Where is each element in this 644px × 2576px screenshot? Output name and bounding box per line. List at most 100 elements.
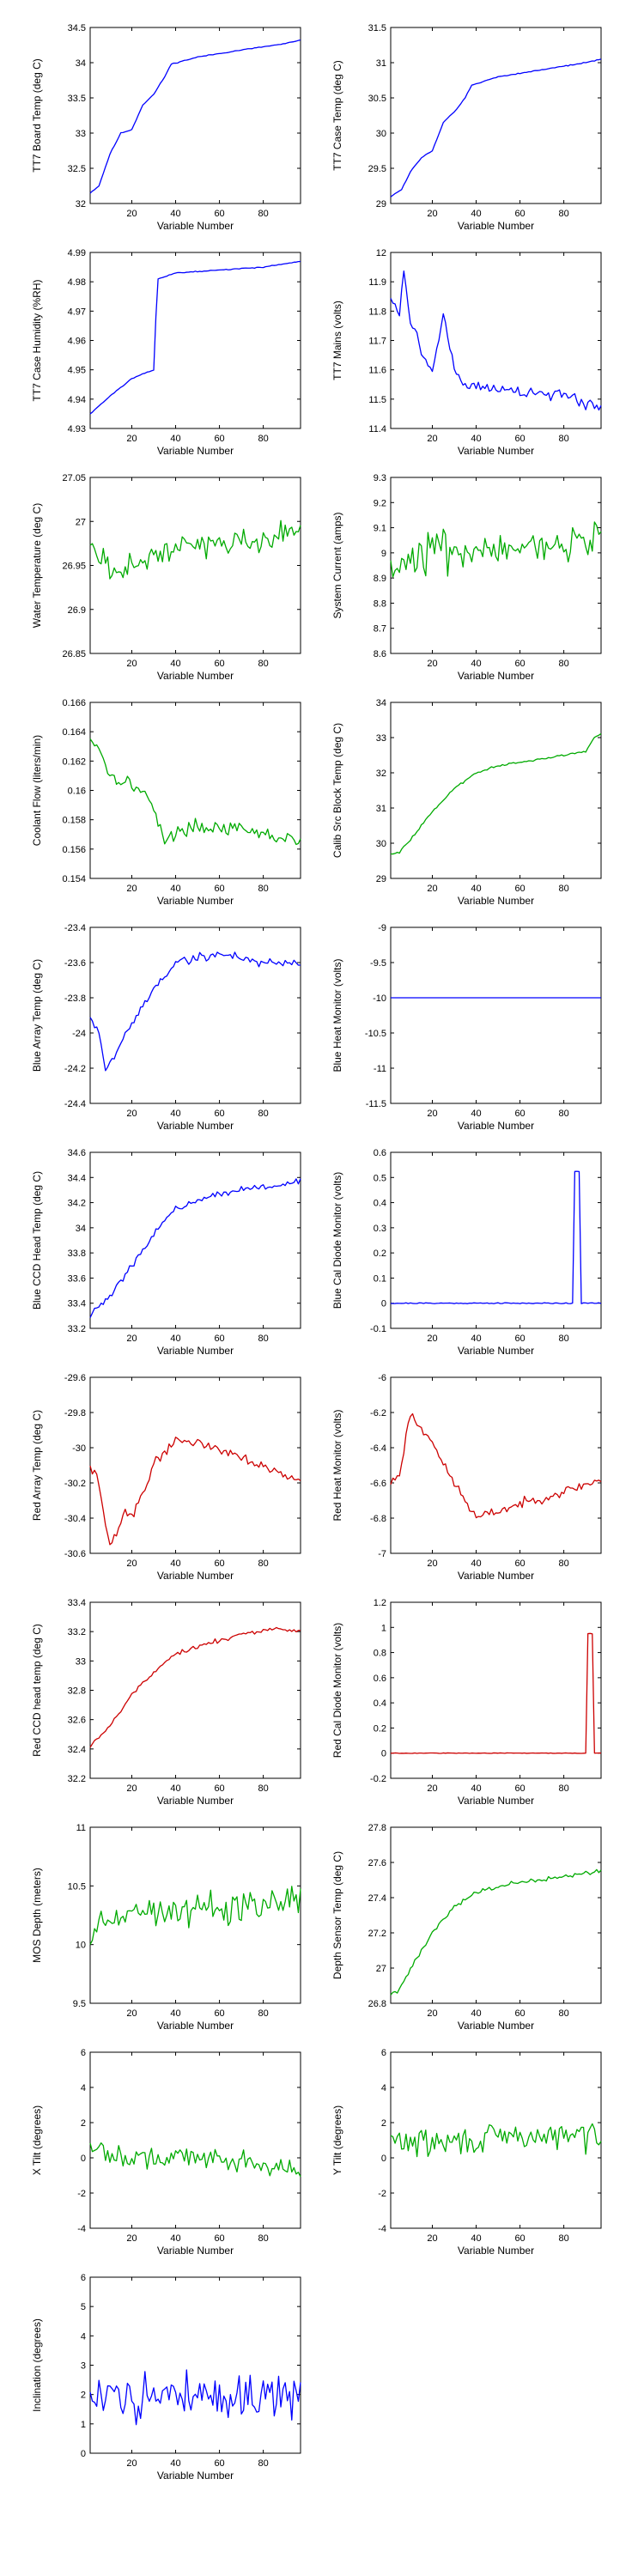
plot-frame (390, 477, 602, 654)
chart-panel-6: 8.6 8.7 8.8 8.9 9 9.1 9.2 9.3 20 40 60 80 Variable N… (331, 473, 602, 682)
y-tick-label: 31.5 (368, 23, 386, 33)
y-tick-label: 33.4 (68, 1598, 86, 1608)
plot-frame (89, 1376, 301, 1554)
x-tick-label: 20 (427, 1558, 437, 1569)
y-tick-label: 3 (81, 2361, 86, 2372)
y-tick-label: 34 (76, 1224, 86, 1234)
x-tick-label: 60 (514, 1109, 525, 1119)
x-tick-label: 40 (170, 884, 180, 894)
plot-frame (89, 27, 301, 204)
y-tick-label: -11 (374, 1064, 386, 1074)
y-tick-label: 27.4 (368, 1893, 386, 1904)
x-tick-label: 60 (514, 659, 525, 669)
series-line (390, 1170, 602, 1304)
y-tick-label: -30.6 (64, 1549, 86, 1559)
y-tick-label: 0.4 (374, 1698, 386, 1709)
y-axis-label: Red CCD head temp (deg C) (31, 1624, 43, 1757)
y-tick-label: -0.1 (370, 1324, 386, 1334)
y-tick-label: 27.2 (368, 1929, 386, 1939)
y-tick-label: -10 (373, 993, 386, 1004)
y-tick-label: 0.156 (62, 845, 86, 855)
y-tick-label: 5 (81, 2302, 86, 2312)
series-line (89, 2142, 301, 2178)
y-tick-label: 6 (81, 2048, 86, 2058)
y-tick-label: 0.4 (374, 1199, 386, 1209)
y-tick-label: 8.6 (374, 649, 386, 659)
x-tick-label: 60 (214, 209, 224, 219)
plot-frame (89, 1826, 301, 2004)
y-tick-label: 33.5 (68, 94, 86, 104)
y-tick-label: -30 (72, 1443, 86, 1454)
x-tick-label: 20 (427, 2233, 437, 2244)
y-tick-label: 34.2 (68, 1199, 86, 1209)
series-line (89, 738, 301, 846)
x-tick-label: 20 (427, 2008, 437, 2019)
y-tick-label: 0 (381, 2154, 386, 2164)
y-tick-label: -6.2 (370, 1408, 386, 1419)
y-tick-label: 4.99 (68, 248, 86, 258)
x-tick-label: 60 (514, 1334, 525, 1344)
chart-panel-1: 32 32.5 33 33.5 34 34.5 20 40 60 80 Variable Numbe… (31, 23, 301, 232)
x-tick-label: 20 (126, 1109, 137, 1119)
x-tick-label: 20 (126, 659, 137, 669)
x-tick-label: 20 (126, 434, 137, 444)
y-tick-label: 9 (381, 549, 386, 559)
y-tick-label: 27 (376, 1964, 386, 1974)
x-tick-label: 80 (558, 884, 568, 894)
y-tick-label: -24 (72, 1029, 86, 1039)
y-tick-label: 27.05 (62, 473, 86, 483)
y-tick-label: 4.93 (68, 424, 86, 434)
y-tick-label: 26.8 (368, 1999, 386, 2009)
chart-panel-10: -11.5 -11 -10.5 -10 -9.5 -9 20 40 60 80 Variable N… (331, 923, 602, 1132)
y-tick-label: 30.5 (368, 94, 386, 104)
x-tick-label: 40 (471, 1558, 481, 1569)
y-axis-label: Blue Array Temp (deg C) (31, 959, 43, 1072)
y-tick-label: 33.4 (68, 1299, 86, 1309)
x-tick-label: 60 (214, 659, 224, 669)
y-tick-label: 33 (76, 1656, 86, 1667)
y-tick-label: 6 (81, 2273, 86, 2283)
chart-panel-20: -4 -2 0 2 4 6 20 40 60 80 Variable Number Y Tilt (d… (331, 2048, 602, 2257)
plot-frame (89, 252, 301, 429)
x-axis-label: Variable Number (458, 2245, 534, 2257)
series-line (390, 1413, 602, 1519)
chart-panel-19: -4 -2 0 2 4 6 20 40 60 80 Variable Number X Tilt (d… (31, 2048, 301, 2257)
y-tick-label: 26.9 (68, 605, 86, 616)
y-tick-label: 4.98 (68, 277, 86, 288)
y-tick-label: 27.8 (368, 1823, 386, 1833)
x-tick-label: 20 (126, 2458, 137, 2469)
y-tick-label: 2 (81, 2118, 86, 2129)
y-tick-label: 33.6 (68, 1273, 86, 1284)
y-tick-label: -6.8 (370, 1514, 386, 1524)
plot-frame (390, 1826, 602, 2004)
x-tick-label: 40 (471, 434, 481, 444)
y-tick-label: -23.8 (64, 993, 86, 1004)
chart-panel-18: 26.8 27 27.2 27.4 27.6 27.8 20 40 60 80 Variable N… (331, 1823, 602, 2032)
chart-panel-5: 26.85 26.9 26.95 27 27.05 20 40 60 80 Variable Nu… (31, 473, 301, 682)
y-tick-label: 8.9 (374, 574, 386, 584)
y-tick-label: 6 (381, 2048, 386, 2058)
x-tick-label: 60 (214, 1109, 224, 1119)
y-tick-label: 4 (81, 2083, 86, 2093)
y-tick-label: -6 (378, 1373, 386, 1383)
x-axis-label: Variable Number (157, 445, 234, 457)
y-tick-label: 29 (376, 199, 386, 210)
y-axis-label: TT7 Mains (volts) (331, 301, 343, 380)
x-axis-label: Variable Number (458, 2020, 534, 2032)
y-tick-label: 0.164 (62, 727, 86, 738)
x-tick-label: 80 (258, 1109, 268, 1119)
plot-frame (89, 1151, 301, 1329)
series-line (89, 519, 301, 580)
x-tick-label: 80 (258, 1783, 268, 1794)
y-tick-label: -23.4 (64, 923, 86, 933)
y-tick-label: 4.95 (68, 366, 86, 376)
y-tick-label: 9.5 (73, 1999, 86, 2009)
x-tick-label: 60 (514, 2233, 525, 2244)
plot-frame (89, 927, 301, 1104)
y-tick-label: -11.5 (366, 1099, 386, 1109)
y-tick-label: -9 (378, 923, 386, 933)
y-tick-label: 32.6 (68, 1716, 86, 1726)
series-line (390, 1868, 602, 1996)
plot-frame (89, 1601, 301, 1779)
